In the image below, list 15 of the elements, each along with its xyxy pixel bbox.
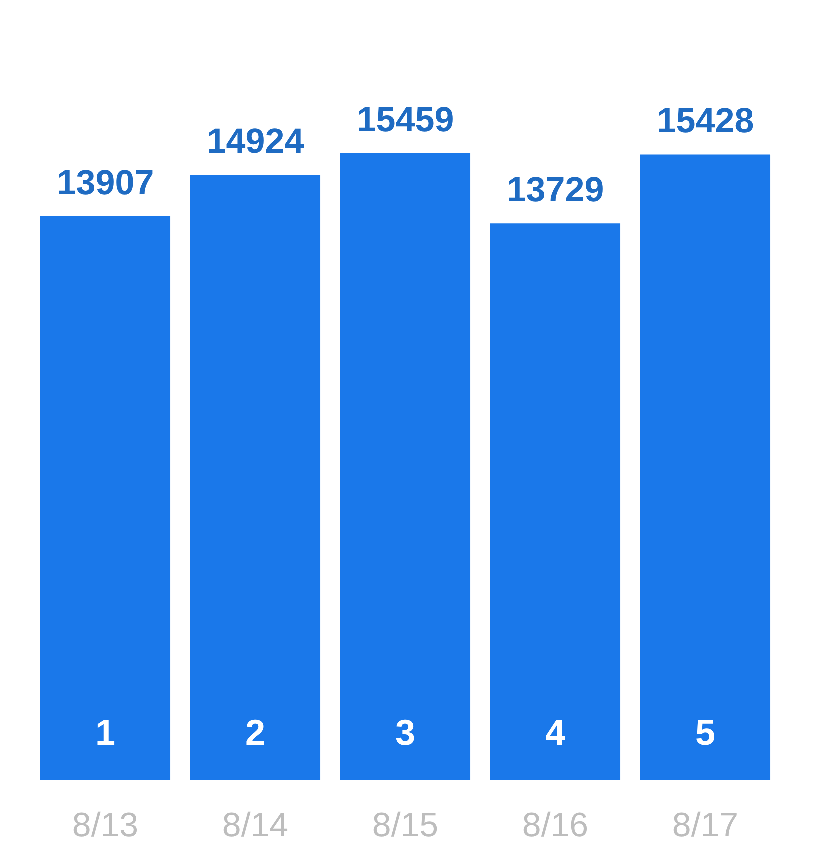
- data-label: 15428: [656, 102, 754, 141]
- x-tick-label: 8/17: [672, 806, 739, 844]
- x-tick-label: 8/13: [72, 806, 139, 844]
- annotation: 5: [695, 712, 716, 753]
- x-tick-label: 8/14: [222, 806, 289, 844]
- annotation: 1: [95, 712, 116, 753]
- x-tick-label: 8/15: [372, 806, 439, 844]
- data-label: 14924: [206, 122, 305, 162]
- data-label: 13907: [56, 163, 154, 202]
- annotation: 3: [395, 712, 416, 753]
- annotation: 2: [245, 712, 266, 753]
- data-label: 15459: [356, 100, 454, 140]
- data-label: 13729: [506, 170, 604, 210]
- annotation: 4: [545, 712, 566, 753]
- x-tick-label: 8/16: [522, 806, 589, 844]
